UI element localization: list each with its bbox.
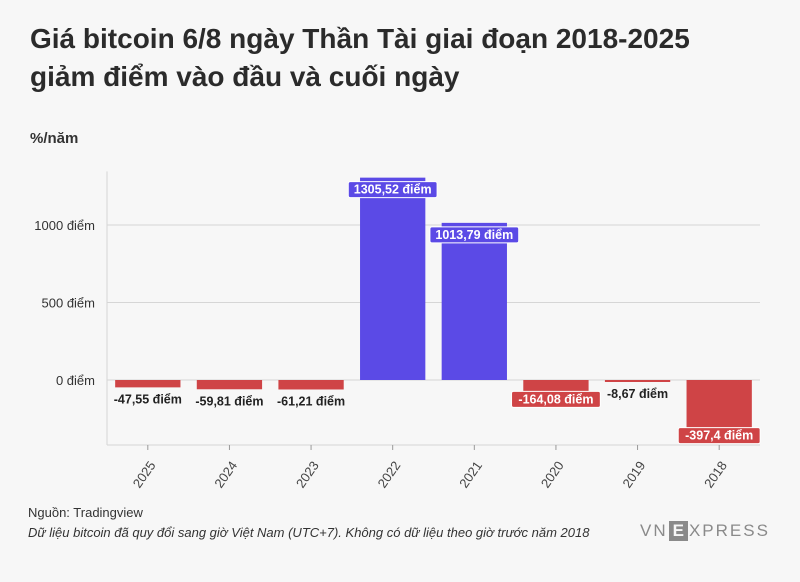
vnexpress-logo: VN E XPRESS [640, 521, 770, 541]
chart-title: Giá bitcoin 6/8 ngày Thần Tài giai đoạn … [30, 20, 770, 96]
data-label: -59,81 điểm [195, 394, 263, 408]
x-tick-label: 2021 [456, 458, 485, 490]
source-note: Nguồn: Tradingview [28, 505, 143, 520]
bar [115, 380, 181, 388]
x-tick-label: 2023 [293, 458, 322, 490]
bar [278, 380, 344, 390]
data-label: -8,67 điểm [607, 387, 668, 401]
bar [196, 380, 263, 390]
bar [441, 222, 507, 380]
y-tick-label: 0 điểm [56, 373, 95, 388]
data-label: -61,21 điểm [277, 394, 345, 408]
bar [604, 380, 671, 382]
x-tick-label: 2024 [211, 458, 240, 490]
x-tick-label: 2025 [130, 458, 159, 490]
logo-box: E [668, 521, 688, 541]
data-label: -164,08 điểm [518, 392, 593, 406]
data-label: 1013,79 điểm [435, 228, 513, 242]
chart-title-line-1: Giá bitcoin 6/8 ngày Thần Tài giai đoạn … [30, 23, 690, 54]
data-label: -47,55 điểm [114, 392, 182, 406]
x-tick-label: 2018 [701, 458, 730, 490]
y-tick-label: 1000 điểm [34, 218, 95, 233]
logo-text-right: XPRESS [688, 521, 770, 540]
chart-title-line-2: giảm điểm vào đầu và cuối ngày [30, 61, 460, 92]
x-tick-label: 2022 [375, 458, 404, 490]
data-label-bg [429, 226, 520, 244]
x-tick-label: 2020 [538, 458, 567, 490]
data-label: 1305,52 điểm [354, 183, 432, 197]
y-tick-label: 500 điểm [42, 296, 95, 311]
bar [360, 177, 426, 380]
data-label-bg [677, 427, 761, 445]
x-tick-label: 2019 [619, 458, 648, 490]
data-label: -397,4 điểm [685, 429, 753, 443]
data-label-bg [347, 181, 438, 199]
logo-text-left: VN [640, 521, 668, 540]
y-axis-unit: %/năm [30, 130, 79, 147]
data-label-bg [511, 390, 601, 408]
footnote: Dữ liệu bitcoin đã quy đổi sang giờ Việt… [28, 525, 590, 540]
